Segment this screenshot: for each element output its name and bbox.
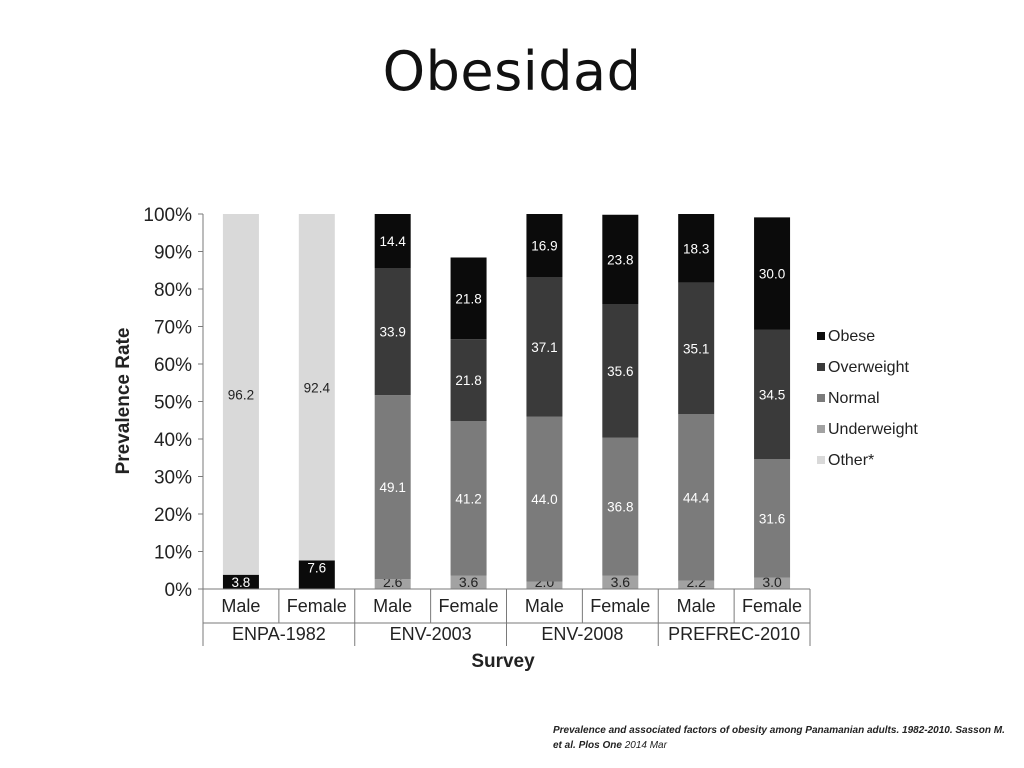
bar-segment-underweight: [602, 575, 639, 589]
data-label: 7.6: [307, 561, 326, 576]
data-label: 18.3: [683, 241, 709, 256]
legend-swatch: [817, 456, 825, 464]
bar-segment-obese: [450, 257, 487, 340]
data-label: 31.6: [759, 512, 785, 527]
slide-title: Obesidad: [382, 40, 642, 103]
legend-swatch: [817, 363, 825, 371]
y-tick-label: 0%: [165, 580, 193, 601]
bar-segment-normal: [754, 459, 791, 578]
bar-segment-overweight: [754, 329, 791, 460]
bar-segment-underweight: [450, 575, 487, 589]
data-label: 3.8: [232, 575, 251, 590]
data-label: 14.4: [380, 234, 407, 249]
data-label: 92.4: [304, 380, 331, 395]
data-label: 44.0: [531, 492, 557, 507]
legend-swatch: [817, 332, 825, 340]
legend-label: Obese: [828, 328, 875, 345]
data-label: 96.2: [228, 387, 254, 402]
y-tick-label: 100%: [143, 205, 192, 226]
bar-segment-normal: [602, 437, 639, 576]
legend-label: Underweight: [828, 421, 918, 438]
bar-segment-underweight: [374, 579, 411, 589]
bar-segment-obese: [754, 217, 791, 330]
data-label: 3.0: [762, 574, 782, 590]
legend-label: Overweight: [828, 359, 909, 376]
data-label: 30.0: [759, 267, 785, 282]
x-group-label: ENV-2008: [541, 624, 623, 644]
bar-segment-obese: [526, 214, 563, 278]
data-label: 37.1: [531, 340, 557, 355]
bar-segment-obese: [602, 214, 639, 304]
x-axis-title: Survey: [471, 651, 535, 672]
x-category-label: Male: [525, 596, 564, 616]
x-category-label: Female: [287, 596, 347, 616]
y-tick-label: 50%: [154, 393, 192, 414]
bar-segment-underweight: [678, 580, 715, 589]
bar-segment-obese: [678, 214, 715, 283]
y-tick-label: 60%: [154, 355, 192, 376]
x-category-label: Male: [373, 596, 412, 616]
citation: Prevalence and associated factors of obe…: [553, 723, 1013, 753]
data-label: 41.2: [455, 491, 481, 506]
x-group-label: PREFREC-2010: [668, 624, 800, 644]
y-tick-label: 10%: [154, 543, 192, 564]
y-tick-label: 80%: [154, 280, 192, 301]
bar-segment-normal: [374, 395, 411, 580]
x-category-label: Female: [590, 596, 650, 616]
data-label: 35.1: [683, 341, 709, 356]
legend-label: Normal: [828, 390, 880, 407]
bar-segment-obese: [222, 574, 259, 589]
data-label: 23.8: [607, 252, 633, 267]
bar-segment-overweight: [678, 282, 715, 415]
data-label: 3.6: [611, 574, 631, 590]
x-category-label: Female: [742, 596, 802, 616]
x-category-label: Female: [439, 596, 499, 616]
citation-main: Prevalence and associated factors of obe…: [553, 725, 1005, 751]
bar-segment-overweight: [374, 268, 411, 396]
citation-date: 2014 Mar: [624, 740, 667, 751]
bar-segment-obese: [298, 560, 335, 589]
x-group-label: ENPA-1982: [232, 624, 326, 644]
bar-segment-obese: [374, 214, 411, 268]
bar-segment-other: [298, 214, 335, 561]
data-label: 35.6: [607, 364, 633, 379]
bar-segment-normal: [450, 421, 487, 576]
legend-swatch: [817, 425, 825, 433]
bar-segment-underweight: [754, 577, 791, 589]
y-tick-label: 70%: [154, 318, 192, 339]
legend-label: Other*: [828, 452, 874, 469]
data-label: 36.8: [607, 500, 633, 515]
x-group-label: ENV-2003: [390, 624, 472, 644]
data-label: 21.8: [455, 373, 481, 388]
bar-segment-underweight: [526, 581, 563, 589]
data-label: 33.9: [380, 325, 406, 340]
data-label: 3.6: [459, 574, 479, 590]
data-label: 34.5: [759, 388, 785, 403]
bar-segment-normal: [526, 416, 563, 582]
y-tick-label: 90%: [154, 243, 192, 264]
data-label: 16.9: [531, 239, 557, 254]
y-tick-label: 40%: [154, 430, 192, 451]
bar-segment-overweight: [450, 339, 487, 421]
bar-segment-other: [222, 214, 259, 575]
legend-swatch: [817, 394, 825, 402]
bar-segment-overweight: [602, 304, 639, 438]
y-tick-label: 30%: [154, 468, 192, 489]
data-label: 21.8: [455, 291, 481, 306]
y-tick-label: 20%: [154, 505, 192, 526]
x-category-label: Male: [221, 596, 260, 616]
data-label: 44.4: [683, 491, 710, 506]
bar-segment-overweight: [526, 277, 563, 417]
data-label: 49.1: [380, 480, 406, 495]
x-category-label: Male: [677, 596, 716, 616]
bar-segment-normal: [678, 414, 715, 581]
y-axis-title: Prevalence Rate: [113, 328, 134, 475]
